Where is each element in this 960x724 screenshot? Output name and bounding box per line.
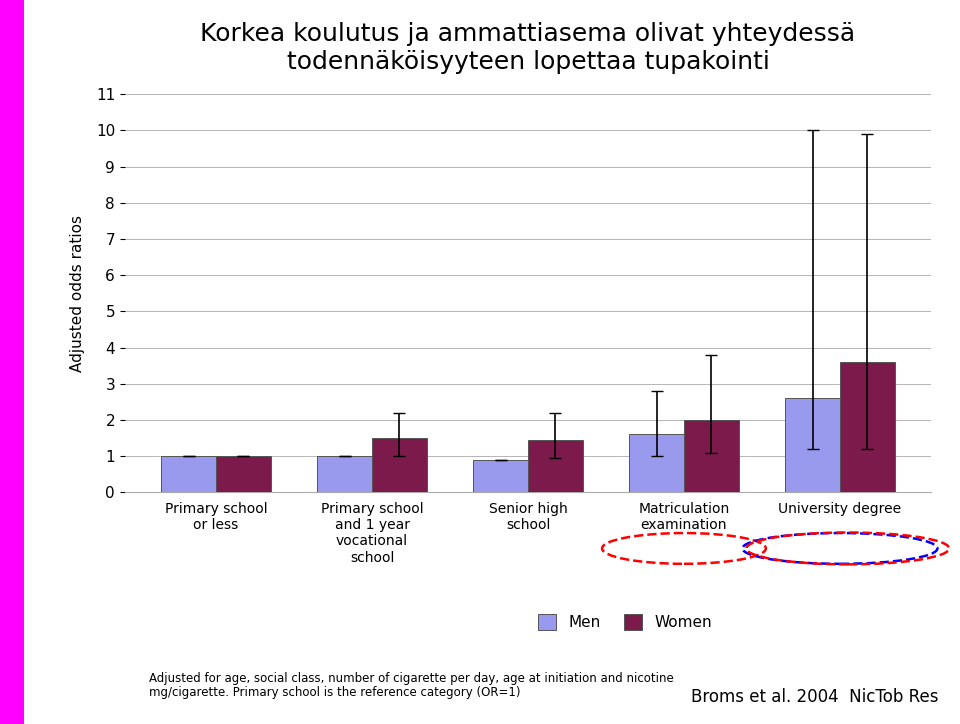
Bar xyxy=(473,460,528,492)
Text: Adjusted for age, social class, number of cigarette per day, age at initiation a: Adjusted for age, social class, number o… xyxy=(149,672,674,685)
Bar xyxy=(684,420,738,492)
Legend: Men, Women: Men, Women xyxy=(532,607,718,636)
Bar xyxy=(528,440,583,492)
Bar xyxy=(318,456,372,492)
Bar xyxy=(161,456,216,492)
Bar xyxy=(785,398,840,492)
Text: Broms et al. 2004  NicTob Res: Broms et al. 2004 NicTob Res xyxy=(691,689,939,707)
Text: mg/cigarette. Primary school is the reference category (OR=1): mg/cigarette. Primary school is the refe… xyxy=(149,686,520,699)
Bar xyxy=(216,456,271,492)
Bar xyxy=(630,434,684,492)
Bar xyxy=(840,362,895,492)
Bar xyxy=(372,438,426,492)
Y-axis label: Adjusted odds ratios: Adjusted odds ratios xyxy=(70,215,84,371)
Title: Korkea koulutus ja ammattiasema olivat yhteydessä
todennäköisyyteen lopettaa tup: Korkea koulutus ja ammattiasema olivat y… xyxy=(201,22,855,74)
